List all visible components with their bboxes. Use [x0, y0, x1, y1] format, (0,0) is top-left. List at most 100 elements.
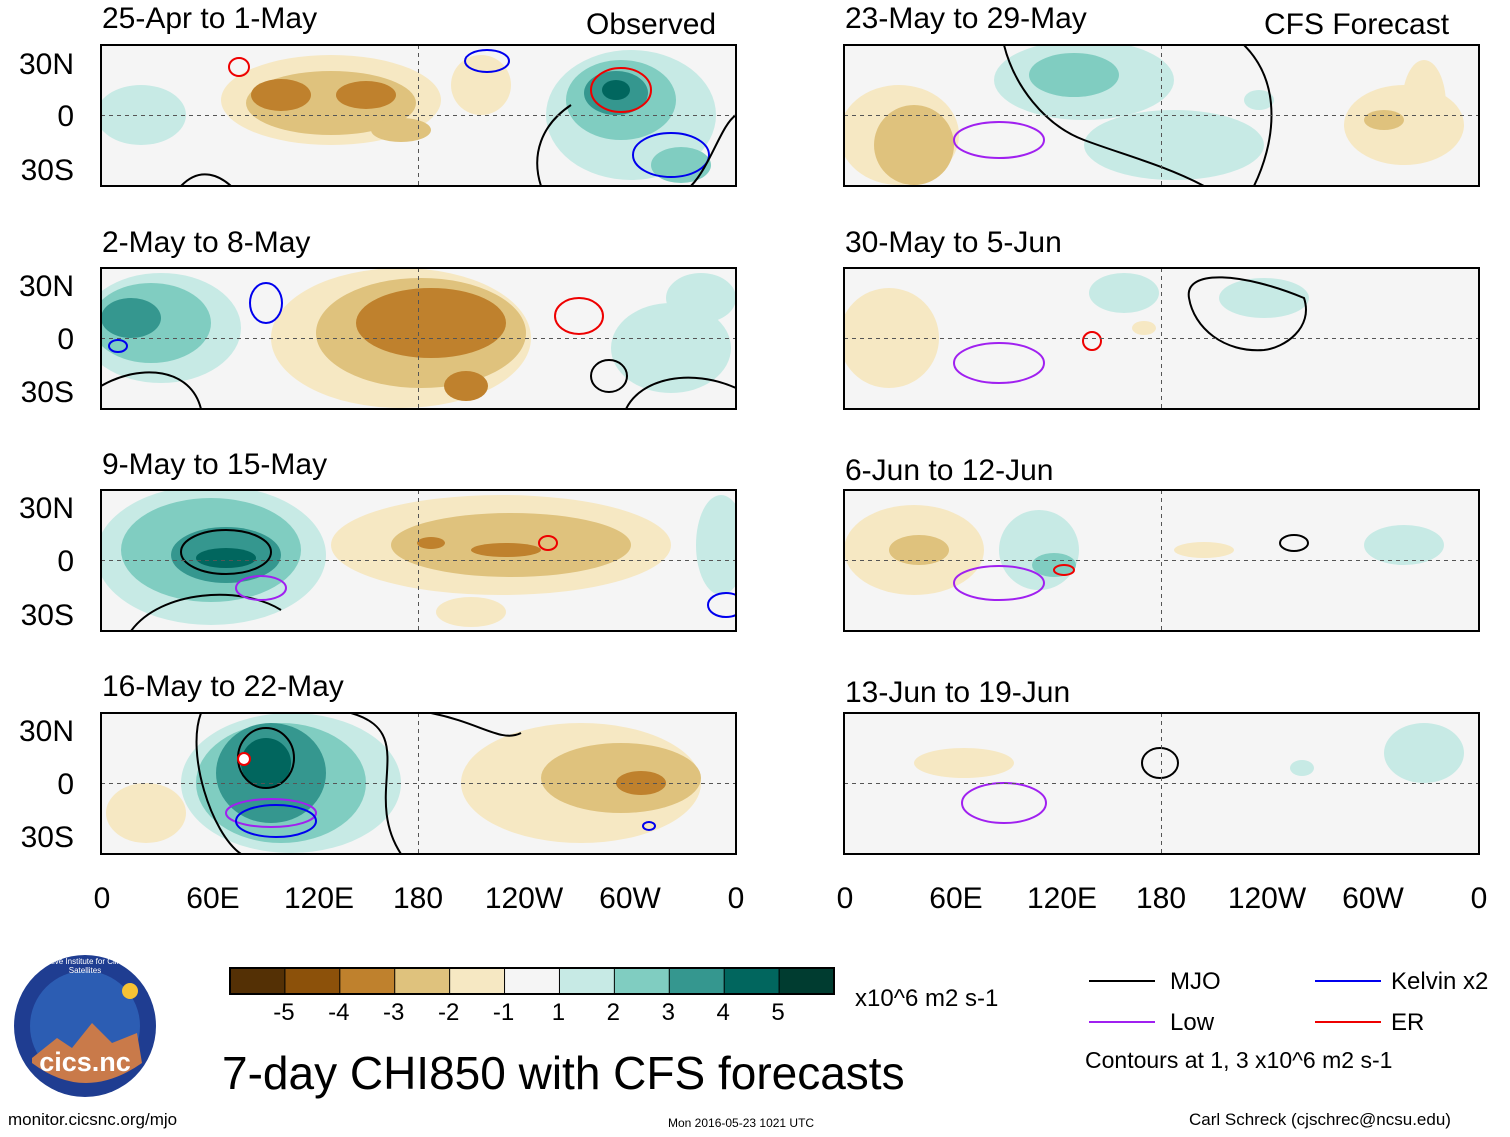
anomaly-pos1: [1364, 525, 1444, 565]
x-tick-label: 0: [93, 882, 111, 915]
map-frame: [843, 267, 1480, 410]
x-tick-label: 180: [392, 882, 444, 915]
anomaly-pos2: [1032, 553, 1076, 577]
logo-graphic: [14, 955, 156, 1097]
kelvin-contour: [707, 592, 736, 618]
x-tick-label: 0: [836, 882, 854, 915]
forecast-column-label: CFS Forecast: [1264, 8, 1450, 41]
colorbar-swatch: [449, 967, 506, 995]
colorbar-tick-label: -1: [492, 999, 515, 1026]
y-tick-label: 30N: [18, 715, 74, 748]
mjo-contour: [1279, 534, 1309, 552]
er-contour: [228, 57, 250, 77]
anomaly-pos1: [999, 510, 1079, 590]
anomaly-neg1: [844, 288, 939, 388]
legend-label-low: Low: [1170, 1009, 1215, 1036]
legend-swatches: [1089, 980, 1381, 1023]
x-tick-label: 60W: [1342, 882, 1404, 915]
map-frame: [843, 44, 1480, 187]
anomaly-pos2: [1029, 53, 1119, 97]
panel-title: 30-May to 5-Jun: [845, 226, 1062, 259]
units-label: x10^6 m2 s-1: [855, 985, 999, 1012]
anomaly-pos4: [196, 548, 256, 568]
x-tick-label: 120W: [484, 882, 564, 915]
contours-note: Contours at 1, 3 x10^6 m2 s-1: [1085, 1047, 1393, 1073]
map-frame: [100, 44, 737, 187]
mjo-contour: [130, 593, 282, 631]
y-tick-label: 30S: [20, 376, 74, 409]
colorbar-swatch: [778, 967, 835, 995]
anomaly-pos2: [651, 147, 711, 183]
colorbar: [229, 967, 835, 995]
anomaly-neg3: [417, 537, 445, 549]
footer-url[interactable]: monitor.cicsnc.org/mjo: [8, 1110, 178, 1129]
legend-label-kelvin: Kelvin x2: [1391, 968, 1489, 995]
mjo-contour: [1003, 45, 1205, 186]
colorbar-tick-label: 4: [716, 999, 730, 1026]
er-contour: [538, 535, 558, 551]
x-tick-label: 60W: [599, 882, 661, 915]
anomaly-neg2: [371, 118, 431, 142]
mjo-contour: [180, 529, 272, 575]
map-panel-9may: [100, 489, 737, 632]
er-contour: [1053, 564, 1075, 576]
anomaly-pos1: [696, 495, 736, 595]
kelvin-contour: [235, 804, 317, 838]
er-contour: [554, 297, 604, 335]
y-tick-label: 30N: [18, 48, 74, 81]
colorbar-tick-label: -5: [273, 999, 295, 1026]
map-frame: [843, 489, 1480, 632]
y-tick-label: 0: [57, 100, 74, 133]
colorbar-swatch: [668, 967, 726, 995]
y-tick-label: 0: [57, 323, 74, 356]
anomaly-pos1: [1089, 273, 1159, 313]
x-tick-label: 120W: [1227, 882, 1307, 915]
anomaly-neg1: [1132, 321, 1156, 335]
x-tick-label: 60E: [186, 882, 240, 915]
colorbar-frame: [229, 967, 835, 995]
low-contour: [953, 121, 1045, 159]
logo-text: cics.nc: [39, 1047, 131, 1077]
colorbar-tick-label: 1: [551, 999, 566, 1026]
panel-title: 6-Jun to 12-Jun: [845, 454, 1054, 487]
colorbar-tick-label: -4: [328, 999, 350, 1026]
anomaly-pos1: [611, 303, 731, 393]
x-tick-label: 60E: [929, 882, 983, 915]
colorbar-labels: -5 -4 -3 -2 -1 1 2 3 4 5: [229, 999, 835, 1027]
x-tick-label: 120E: [283, 882, 355, 915]
map-panel-25apr: [100, 44, 737, 187]
y-tick-label: 0: [57, 768, 74, 801]
er-marker: [237, 752, 251, 766]
colorbar-swatch: [394, 967, 451, 995]
low-contour: [953, 565, 1045, 601]
kelvin-contour: [249, 282, 283, 324]
map-panel-2may: [100, 267, 737, 410]
colorbar-swatch: [339, 967, 396, 995]
map-panel-13jun: [843, 712, 1480, 855]
colorbar-swatch: [723, 967, 781, 995]
anomaly-neg1: [451, 55, 511, 115]
chart-title: 7-day CHI850 with CFS forecasts: [222, 1047, 905, 1099]
y-tick-label: 30N: [18, 270, 74, 303]
anomaly-neg3: [336, 81, 396, 109]
colorbar-swatch: [504, 967, 561, 995]
map-frame: [100, 489, 737, 632]
mjo-contour: [1141, 747, 1179, 779]
map-panel-23may: [843, 44, 1480, 187]
map-frame: [100, 267, 737, 410]
mjo-contour: [536, 104, 572, 186]
mjo-contour: [350, 713, 402, 854]
colorbar-tick-label: 5: [771, 999, 785, 1026]
colorbar-swatch: [613, 967, 671, 995]
anomaly-pos1: [1384, 723, 1464, 783]
low-contour: [953, 342, 1045, 384]
anomaly-neg3: [251, 79, 311, 111]
er-contour: [1082, 331, 1102, 351]
footer-timestamp: Mon 2016-05-23 1021 UTC: [668, 1116, 815, 1130]
anomaly-pos1: [1244, 90, 1274, 110]
anomaly-neg2: [874, 105, 954, 185]
map-frame: [100, 712, 737, 855]
map-panel-6jun: [843, 489, 1480, 632]
panel-title: 9-May to 15-May: [102, 448, 328, 481]
map-frame: [843, 712, 1480, 855]
